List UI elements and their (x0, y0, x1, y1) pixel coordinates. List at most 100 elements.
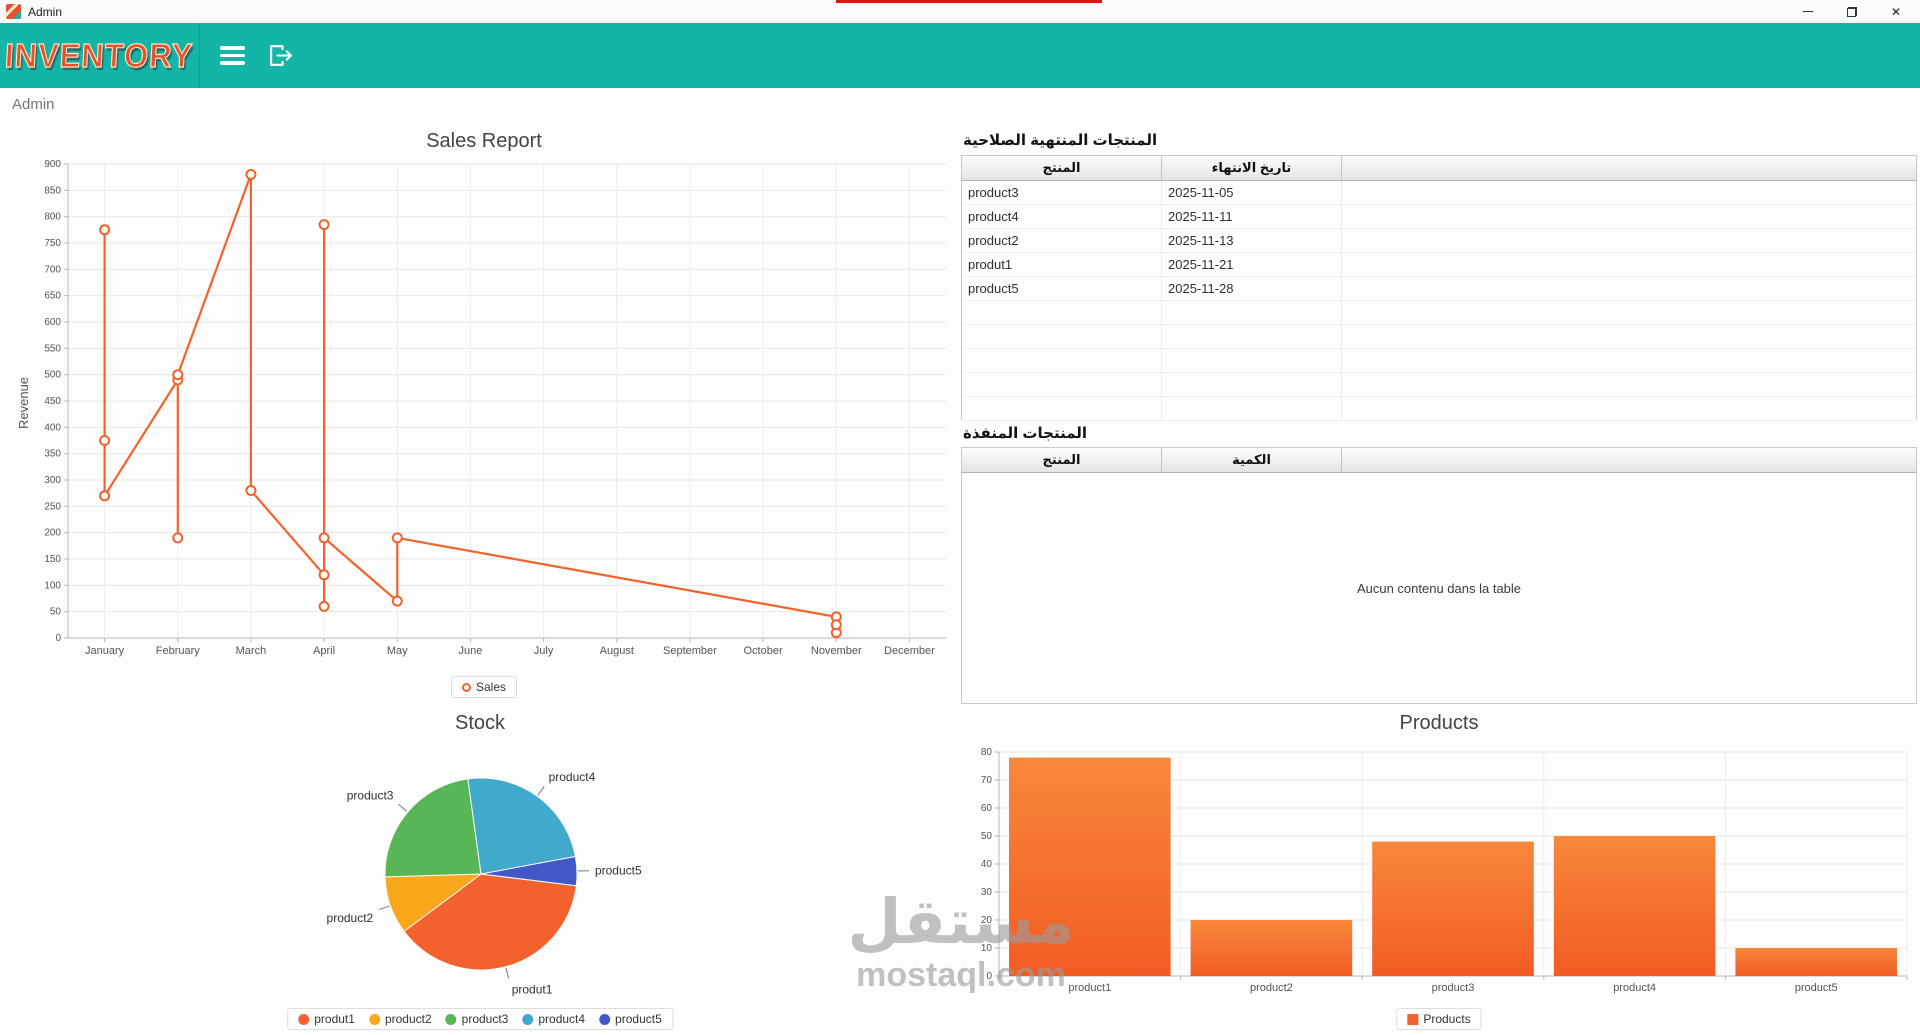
table-row[interactable] (962, 373, 1916, 397)
svg-text:October: October (744, 645, 783, 657)
svg-text:800: 800 (44, 212, 61, 223)
legend-swatch-circle-icon (599, 1013, 611, 1025)
cell-expiry-date (1162, 325, 1342, 348)
cell-product: product4 (962, 205, 1162, 228)
svg-text:July: July (534, 645, 554, 657)
cell-expiry-date: 2025-11-21 (1162, 253, 1342, 276)
pie-slice-product5[interactable] (480, 855, 578, 887)
table-header-row: المنتج الكمية (962, 448, 1916, 473)
logo-box[interactable]: INVENTORY (0, 23, 200, 88)
svg-text:product1: product1 (1068, 982, 1111, 994)
cell-product (962, 373, 1162, 396)
cell-empty (1342, 349, 1916, 372)
cell-empty (1342, 397, 1916, 420)
sales-legend: Sales (450, 676, 518, 698)
data-point[interactable] (318, 532, 330, 544)
svg-text:0: 0 (55, 633, 61, 644)
minimize-button[interactable] (1786, 0, 1830, 23)
bar-product5[interactable] (1735, 948, 1897, 976)
column-header-product[interactable]: المنتج (962, 448, 1162, 472)
table-row[interactable]: product3 2025-11-05 (962, 181, 1916, 205)
column-header-empty[interactable] (1342, 448, 1916, 472)
svg-text:10: 10 (981, 943, 993, 954)
data-point[interactable] (391, 595, 403, 607)
table-row[interactable] (962, 397, 1916, 421)
cell-product: product5 (962, 277, 1162, 300)
svg-text:40: 40 (981, 859, 993, 870)
legend-swatch-ring-icon (461, 682, 471, 692)
svg-text:700: 700 (44, 264, 61, 275)
app-logo: INVENTORY (4, 35, 195, 74)
column-header-empty[interactable] (1342, 156, 1916, 180)
stock-legend: produt1 product2 product3 product4 product5 (287, 1008, 673, 1030)
table-header-row: المنتج تاريخ الانتهاء (962, 156, 1916, 181)
cell-product (962, 301, 1162, 324)
logout-button[interactable] (267, 42, 294, 69)
svg-text:80: 80 (981, 747, 993, 758)
data-point[interactable] (99, 435, 111, 446)
logout-icon (270, 45, 292, 66)
svg-text:December: December (884, 645, 935, 657)
data-point[interactable] (245, 169, 257, 180)
products-legend: Products (1396, 1008, 1482, 1030)
table-row[interactable] (962, 325, 1916, 349)
hamburger-icon (220, 46, 245, 50)
table-row[interactable]: produt1 2025-11-21 (962, 253, 1916, 277)
stock-pie-chart: Stock produt1 product2 product3 product4 pro… (0, 706, 960, 1035)
data-point[interactable] (245, 485, 257, 496)
table-row[interactable] (962, 349, 1916, 373)
legend-label: produt1 (314, 1012, 355, 1026)
svg-text:450: 450 (44, 396, 61, 407)
cell-empty (1342, 253, 1916, 276)
stock-pie-canvas: produt1 product2 product3 product4 product5 (327, 770, 642, 996)
cell-empty (1342, 277, 1916, 300)
cell-empty (1342, 301, 1916, 324)
table-row[interactable]: product2 2025-11-13 (962, 229, 1916, 253)
pie-slice-product3[interactable] (384, 778, 482, 878)
column-header-expiry-date[interactable]: تاريخ الانتهاء (1162, 156, 1342, 180)
data-point[interactable] (99, 490, 111, 502)
table-row[interactable]: product5 2025-11-28 (962, 277, 1916, 301)
data-point[interactable] (391, 532, 403, 544)
bar-product3[interactable] (1372, 841, 1534, 976)
bar-product2[interactable] (1190, 920, 1353, 976)
pie-slice-product4[interactable] (467, 777, 576, 875)
data-point[interactable] (830, 619, 842, 631)
svg-text:November: November (811, 645, 862, 657)
data-point[interactable] (172, 369, 184, 381)
bar-product4[interactable] (1553, 836, 1716, 976)
close-button[interactable] (1874, 0, 1918, 23)
data-point[interactable] (318, 219, 330, 231)
data-point[interactable] (99, 224, 111, 236)
svg-text:30: 30 (981, 887, 993, 898)
bar-product1[interactable] (1009, 757, 1171, 976)
window-controls (1786, 0, 1918, 23)
restore-button[interactable] (1830, 0, 1874, 23)
pie-label: product4 (549, 770, 596, 784)
pie-slice-produt1[interactable] (403, 873, 577, 971)
table-row[interactable]: product4 2025-11-11 (962, 205, 1916, 229)
window-titlebar[interactable]: Admin (0, 0, 1920, 23)
svg-text:900: 900 (44, 159, 61, 170)
cell-product: product3 (962, 181, 1162, 204)
svg-text:550: 550 (44, 343, 61, 354)
data-point[interactable] (318, 600, 330, 612)
svg-text:500: 500 (44, 370, 61, 381)
legend-label: Sales (475, 680, 507, 694)
legend-swatch-circle-icon (368, 1013, 380, 1025)
column-header-product[interactable]: المنتج (962, 156, 1162, 180)
table-row[interactable] (962, 301, 1916, 325)
menu-button[interactable] (216, 42, 249, 69)
data-point[interactable] (318, 569, 330, 581)
data-point[interactable] (172, 532, 184, 544)
legend-swatch-circle-icon (522, 1013, 534, 1025)
cell-expiry-date (1162, 397, 1342, 420)
cell-empty (1342, 229, 1916, 252)
svg-text:0: 0 (986, 971, 992, 982)
minimize-icon (1803, 11, 1813, 12)
sales-report-chart: Sales Report Revenue 0 50 100 150 200 250 300 3… (10, 124, 958, 706)
svg-text:100: 100 (44, 580, 61, 591)
column-header-quantity[interactable]: الكمية (1162, 448, 1342, 472)
window-title: Admin (28, 4, 63, 19)
svg-text:product4: product4 (1613, 982, 1656, 994)
